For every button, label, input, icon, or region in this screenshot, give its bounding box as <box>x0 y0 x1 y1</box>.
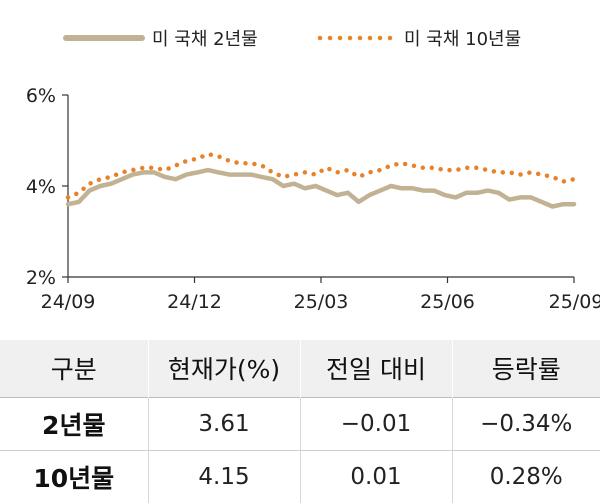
series-line-10y <box>65 151 577 200</box>
header-daily-change: 전일 대비 <box>299 340 452 397</box>
header-change-rate: 등락률 <box>451 340 600 397</box>
y-tick-label: 4% <box>26 176 56 198</box>
x-tick-label: 25/09 <box>549 291 600 313</box>
daily-change-cell: 0.01 <box>299 449 452 503</box>
table-header-row: 구분 현재가(%) 전일 대비 등락률 <box>0 340 600 397</box>
current-price-cell: 4.15 <box>147 449 300 503</box>
chart-plot-area <box>65 151 577 209</box>
row-label: 2년물 <box>0 396 148 450</box>
x-tick-label: 24/09 <box>41 291 96 313</box>
x-tick-label: 25/03 <box>294 291 349 313</box>
row-label: 10년물 <box>0 449 148 503</box>
x-tick-label: 25/06 <box>420 291 475 313</box>
yield-table: 구분 현재가(%) 전일 대비 등락률 2년물 3.61 −0.01 −0.34… <box>0 340 600 503</box>
change-rate-cell: 0.28% <box>451 449 600 503</box>
legend-label-10y: 미 국채 10년물 <box>404 29 521 50</box>
table-row: 2년물 3.61 −0.01 −0.34% <box>0 396 600 450</box>
series-line-2y <box>65 167 577 209</box>
x-tick-label: 24/12 <box>167 291 222 313</box>
legend-label-2y: 미 국채 2년물 <box>152 29 258 50</box>
header-category: 구분 <box>50 355 97 385</box>
yield-chart: 미 국채 2년물 미 국채 10년물 2%4%6%24/09 24/12 25/03 2… <box>26 29 600 313</box>
header-current-price: 현재가(%) <box>147 340 300 397</box>
y-tick-label: 2% <box>26 267 56 289</box>
y-tick-label: 6% <box>26 85 56 107</box>
change-rate-cell: −0.34% <box>451 396 600 450</box>
chart-legend: 미 국채 2년물 미 국채 10년물 <box>63 29 521 50</box>
daily-change-cell: −0.01 <box>299 396 452 450</box>
current-price-cell: 3.61 <box>147 396 300 450</box>
chart-axes: 2% 4% 6% 24/09 24/12 25/03 25/06 25/09 <box>26 85 600 313</box>
table-row: 10년물 4.15 0.01 0.28% <box>0 449 600 503</box>
